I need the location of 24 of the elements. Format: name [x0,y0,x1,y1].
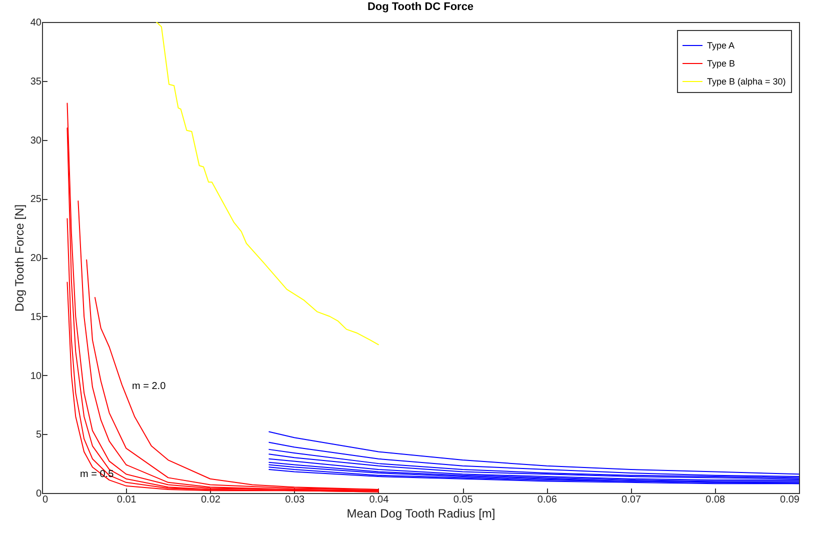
y-tick-label: 40 [30,18,42,28]
x-axis-title: Mean Dog Tooth Radius [m] [346,506,496,520]
y-tick-label: 20 [30,253,42,264]
x-tick-label: 0.01 [116,494,137,506]
y-tick-label: 30 [30,135,42,146]
legend-label: Type A [707,40,735,50]
x-tick-label: 0.09 [780,494,800,506]
x-tick-label: 0.03 [285,494,305,506]
x-tick-label: 0.08 [706,494,726,506]
x-tick-label: 0.05 [453,494,474,506]
x-tick-label: 0.02 [200,494,221,506]
legend-label: Type B [707,58,736,68]
chart-title: Dog Tooth DC Force [367,1,474,13]
y-tick-label: 15 [30,312,42,323]
y-axis-title: Dog Tooth Force [N] [12,204,26,312]
x-tick-label: 0.04 [369,494,390,506]
x-tick-label: 0.07 [622,494,642,506]
y-tick-label: 10 [30,370,42,382]
y-tick-label: 35 [30,76,42,88]
annotation: m = 2.0 [132,381,166,392]
legend-label: Type B (alpha = 30) [707,76,786,86]
x-tick-label: 0.06 [537,494,558,506]
y-tick-label: 25 [30,194,42,206]
y-tick-label: 5 [36,430,42,441]
